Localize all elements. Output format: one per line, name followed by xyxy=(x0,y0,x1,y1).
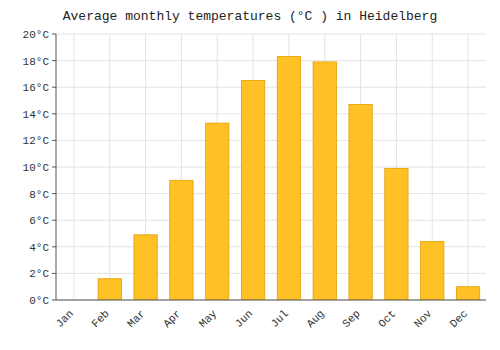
bar xyxy=(277,57,300,300)
y-axis-line xyxy=(56,34,57,300)
tick-label: 2°C xyxy=(29,268,49,280)
tick-label: 8°C xyxy=(29,189,49,201)
tick-label: Jan xyxy=(54,308,76,330)
tick-mark xyxy=(52,193,56,194)
tick-label: Dec xyxy=(448,308,470,330)
grid xyxy=(56,34,486,300)
grid-line xyxy=(56,87,486,88)
bar xyxy=(241,81,264,300)
tick-label: 4°C xyxy=(29,242,49,254)
tick-mark xyxy=(52,113,56,114)
grid-line xyxy=(468,34,469,300)
x-axis: Jan Feb Mar Apr May Jun Jul Aug Sep Oct Nov Dec xyxy=(54,307,471,330)
tick-mark xyxy=(52,220,56,221)
tick-label: Feb xyxy=(89,308,111,330)
tick-label: 14°C xyxy=(23,109,50,121)
page: {"chart_data": {"type": "bar", "title": … xyxy=(0,0,500,350)
tick-mark xyxy=(52,300,56,301)
tick-mark xyxy=(52,34,56,35)
tick-mark xyxy=(52,60,56,61)
grid-line xyxy=(56,60,486,61)
grid-line xyxy=(56,193,486,194)
grid-line xyxy=(56,220,486,221)
x-axis-line xyxy=(56,300,486,301)
tick-label: Sep xyxy=(340,308,362,330)
tick-mark xyxy=(52,246,56,247)
grid-line xyxy=(73,34,74,300)
tick-label: 18°C xyxy=(23,56,50,68)
tick-label: 10°C xyxy=(23,162,50,174)
tick-label: 6°C xyxy=(29,215,49,227)
bar xyxy=(98,279,121,300)
tick-label: 12°C xyxy=(23,135,50,147)
tick-label: Oct xyxy=(376,308,398,330)
tick-label: 16°C xyxy=(23,82,50,94)
tick-label: Jul xyxy=(269,308,291,330)
chart: Average monthly temperatures (°C ) in He… xyxy=(0,0,500,350)
tick-label: 0°C xyxy=(29,295,49,307)
bar xyxy=(385,168,408,300)
bar xyxy=(134,235,157,300)
grid-line xyxy=(56,140,486,141)
y-axis: 0°C 2°C 4°C 6°C 8°C 10°C 12°C 14°C 16°C 18°C 20°C xyxy=(23,29,56,307)
bar xyxy=(313,62,336,300)
tick-mark xyxy=(52,167,56,168)
tick-mark xyxy=(52,87,56,88)
bar xyxy=(206,123,229,300)
bars xyxy=(98,57,480,300)
bar xyxy=(349,104,372,300)
grid-line xyxy=(56,113,486,114)
tick-label: Jun xyxy=(233,308,255,330)
bar xyxy=(456,287,479,300)
grid-line xyxy=(56,167,486,168)
title: Average monthly temperatures (°C ) in He… xyxy=(63,9,437,24)
tick-mark xyxy=(52,140,56,141)
tick-label: May xyxy=(197,307,220,330)
tick-label: Apr xyxy=(161,308,183,330)
tick-label: 20°C xyxy=(23,29,50,41)
tick-label: Nov xyxy=(412,307,435,330)
tick-mark xyxy=(52,273,56,274)
grid-line xyxy=(109,34,110,300)
tick-label: Mar xyxy=(125,308,147,330)
bar xyxy=(170,180,193,300)
bar xyxy=(421,241,444,300)
tick-label: Aug xyxy=(304,308,326,330)
grid-line xyxy=(56,34,486,35)
grid-line xyxy=(56,300,486,301)
